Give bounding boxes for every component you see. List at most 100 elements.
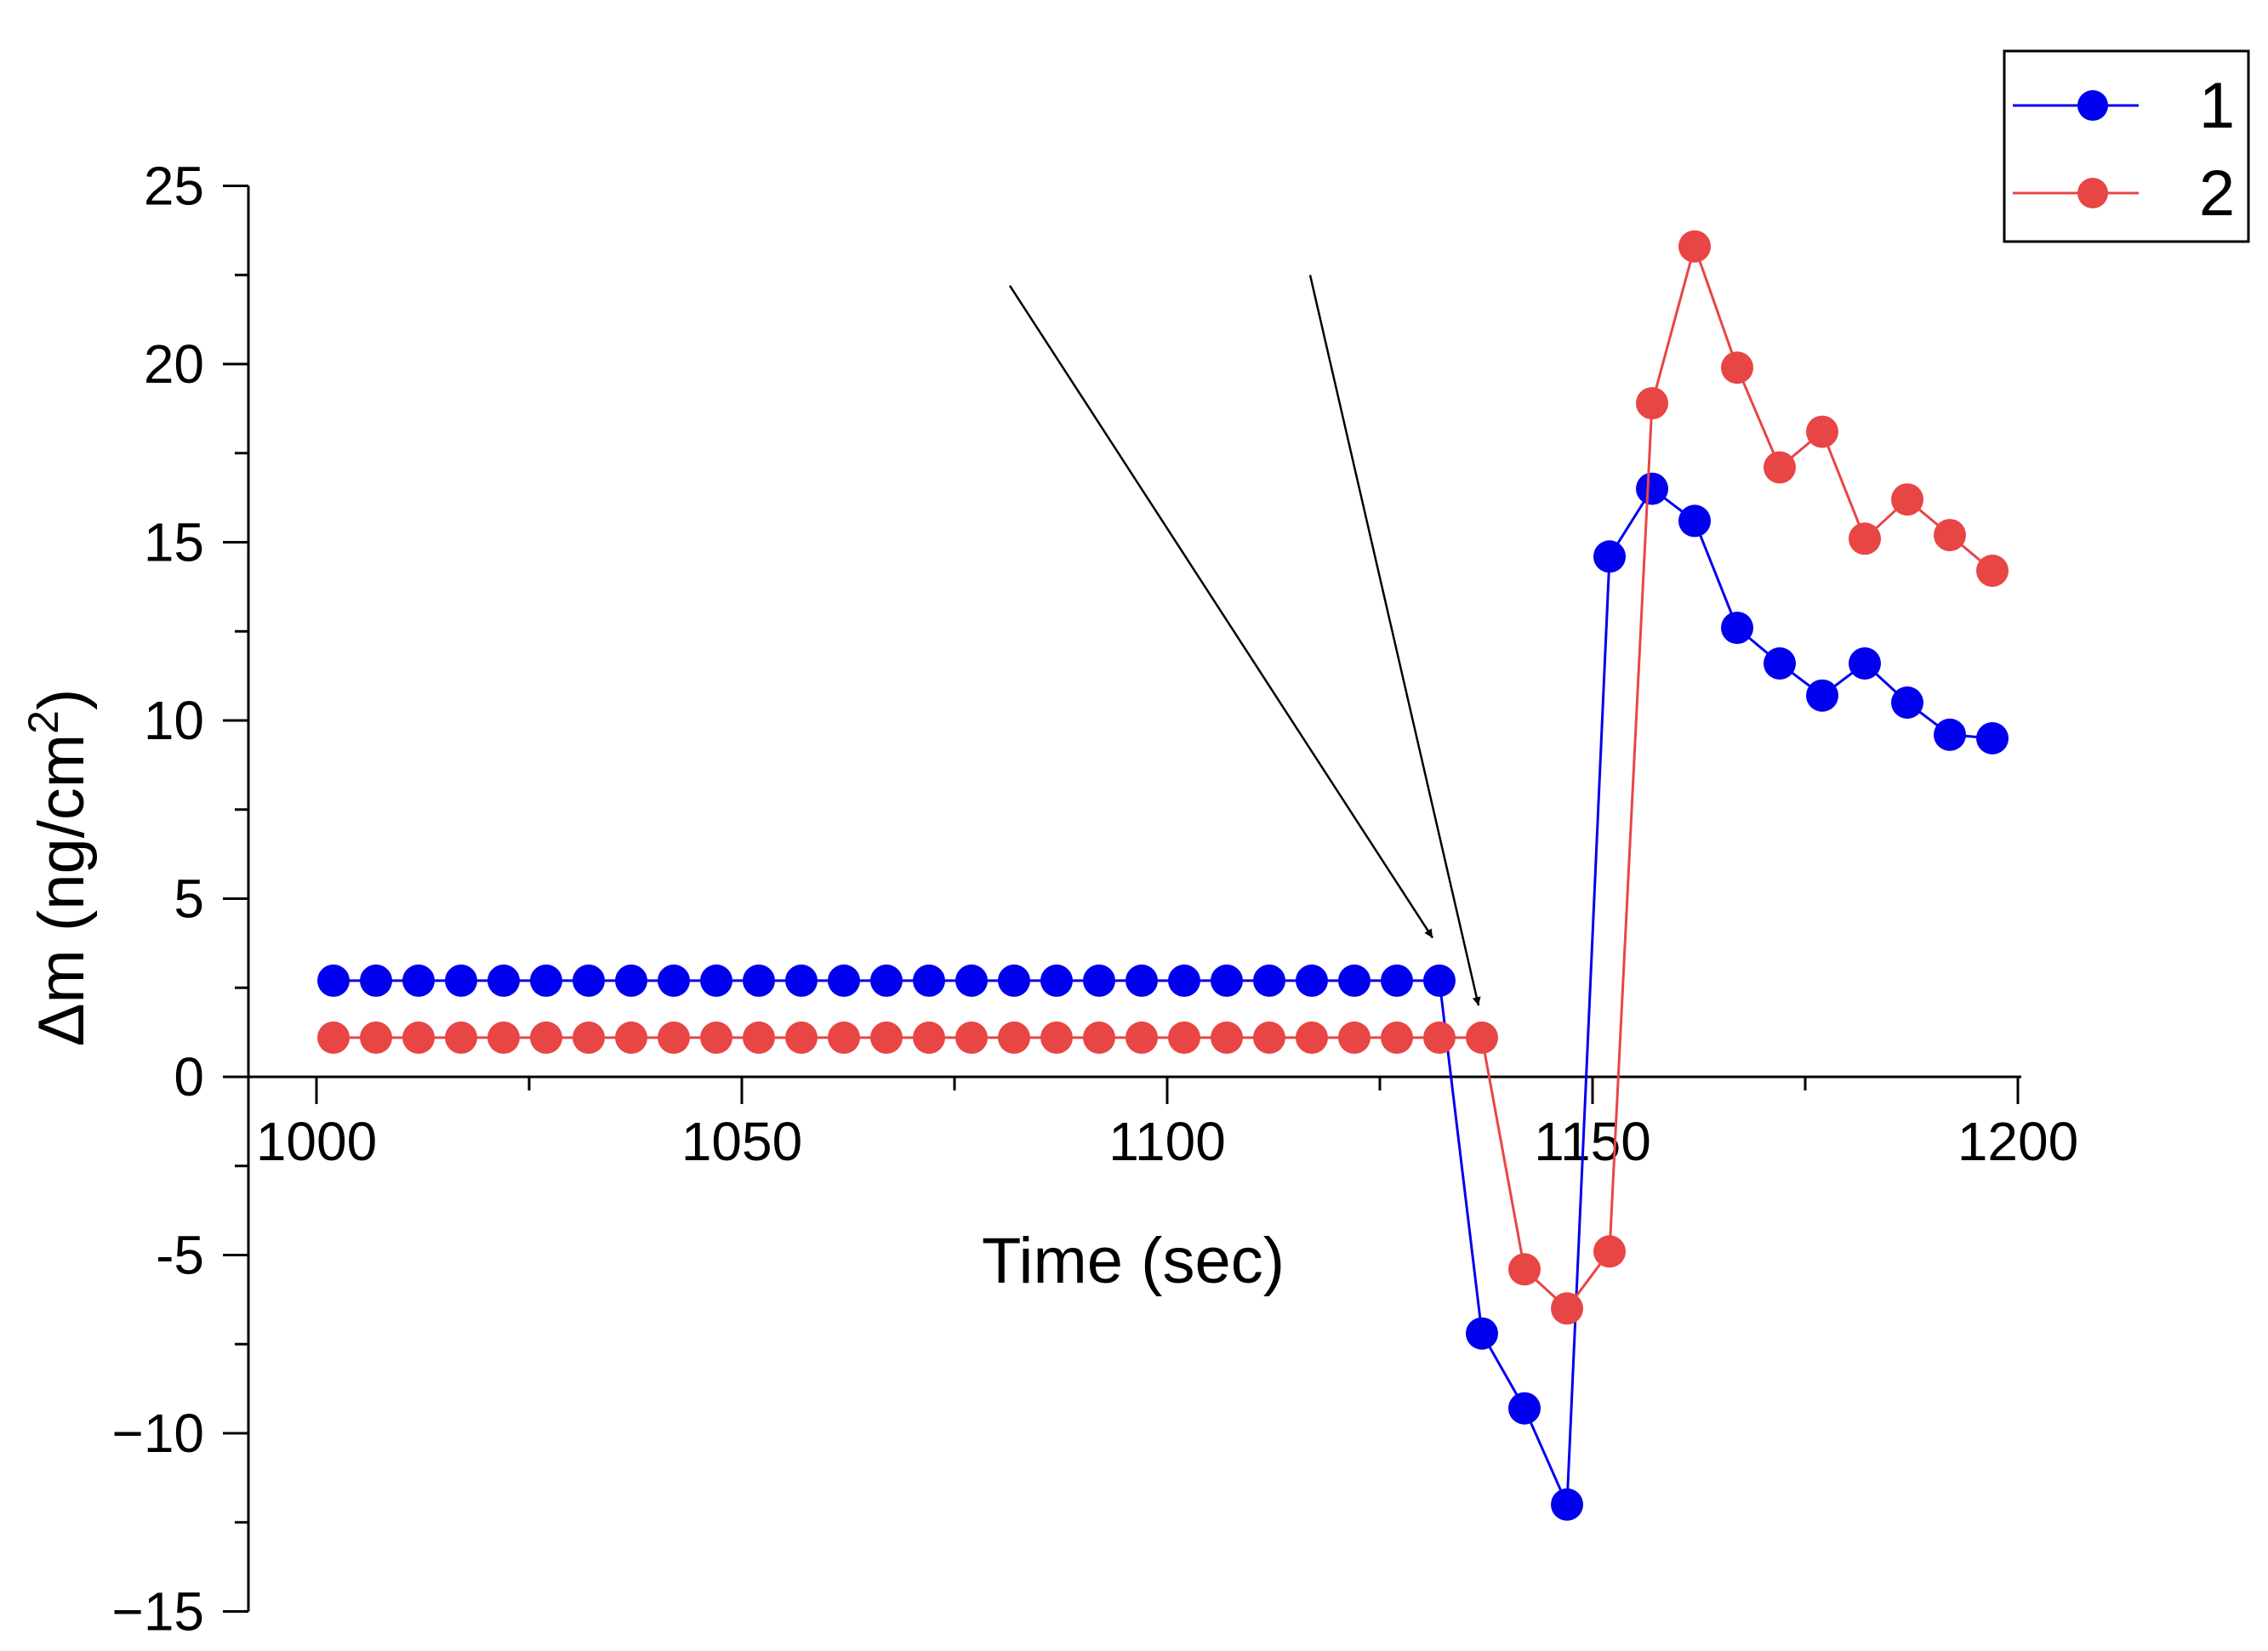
series-2-point — [1168, 1021, 1200, 1054]
legend-marker-series-1 — [2077, 90, 2108, 121]
axes — [247, 185, 2021, 1612]
series-2-point — [998, 1021, 1030, 1054]
series-1-point — [955, 964, 988, 997]
series-1 — [317, 472, 2009, 1521]
y-tick-label: 15 — [144, 512, 204, 573]
series-2-point — [615, 1021, 647, 1054]
x-tick-label: 1100 — [1108, 1111, 1226, 1172]
series-2-point — [530, 1021, 562, 1054]
series-2-point — [1423, 1021, 1456, 1054]
series-2-point — [360, 1021, 392, 1054]
series-1-point — [1593, 540, 1626, 573]
series-2-point — [1040, 1021, 1073, 1054]
series-2-point — [1338, 1021, 1370, 1054]
series-1-point — [1551, 1488, 1583, 1521]
series-2-point — [1764, 451, 1796, 484]
y-tick-label: −15 — [111, 1581, 204, 1642]
series-2-point — [1849, 522, 1881, 555]
series-group — [317, 230, 2009, 1521]
x-tick-label: 1200 — [1957, 1111, 2078, 1172]
series-2-point — [743, 1021, 775, 1054]
series-2-point — [1125, 1021, 1158, 1054]
series-1-point — [1764, 647, 1796, 680]
series-1-point — [1381, 964, 1413, 997]
x-tick-label: 1050 — [681, 1111, 802, 1172]
series-1-point — [1934, 718, 1966, 751]
series-2-line — [333, 242, 1993, 1311]
series-1-point — [1806, 679, 1838, 712]
x-tick-label: 1000 — [256, 1111, 377, 1172]
series-2-point — [1381, 1021, 1413, 1054]
series-1-point — [1211, 964, 1243, 997]
series-2-point — [1721, 351, 1753, 384]
annotation-arrow-2 — [1308, 275, 1481, 1006]
annotations — [1008, 275, 1481, 1006]
y-tick-label: 25 — [144, 156, 204, 217]
series-2-point — [1508, 1253, 1541, 1286]
series-1-point — [700, 964, 732, 997]
y-tick-label: 0 — [174, 1046, 204, 1107]
legend-marker-series-2 — [2077, 178, 2108, 208]
series-1-point — [913, 964, 945, 997]
series-1-point — [1040, 964, 1073, 997]
series-1-point — [1125, 964, 1158, 997]
series-2-point — [1593, 1235, 1626, 1268]
series-1-line — [333, 487, 1993, 1506]
series-1-point — [1083, 964, 1115, 997]
series-1-point — [1636, 472, 1668, 505]
series-2-point — [913, 1021, 945, 1054]
series-2-point — [785, 1021, 818, 1054]
series-1-point — [402, 964, 435, 997]
series-1-point — [658, 964, 690, 997]
series-2-point — [1678, 230, 1711, 263]
series-1-point — [743, 964, 775, 997]
series-2-point — [1211, 1021, 1243, 1054]
series-2-point — [658, 1021, 690, 1054]
legend-label-series-2: 2 — [2199, 157, 2235, 230]
series-2-point — [1083, 1021, 1115, 1054]
series-1-point — [530, 964, 562, 997]
series-2-point — [955, 1021, 988, 1054]
ticks: −15 −10 -5 0 5 10 15 20 25 1000 1050 1100 1150 1200 — [111, 156, 2078, 1642]
legend-label-series-1: 1 — [2199, 70, 2235, 142]
series-1-point — [1976, 722, 2009, 754]
series-1-point — [828, 964, 860, 997]
series-2-point — [1296, 1021, 1328, 1054]
series-1-point — [1678, 504, 1711, 538]
series-1-point — [1849, 647, 1881, 680]
y-tick-label: 10 — [144, 690, 204, 751]
legend: 1 2 — [2003, 49, 2250, 243]
series-1-point — [1296, 964, 1328, 997]
legend-box — [2003, 49, 2250, 243]
series-1-point — [615, 964, 647, 997]
annotation-arrow-1 — [1008, 285, 1434, 939]
series-2-point — [1976, 555, 2009, 587]
series-1-point — [998, 964, 1030, 997]
series-1-point — [360, 964, 392, 997]
series-1-point — [1891, 686, 1923, 719]
series-2-point — [1891, 483, 1923, 516]
series-1-point — [1423, 964, 1456, 997]
y-axis-title-main: Δm (ng/cm — [26, 734, 98, 1046]
series-1-point — [1721, 612, 1753, 645]
series-1-point — [1253, 964, 1285, 997]
series-2-point — [1806, 415, 1838, 448]
series-2-point — [1551, 1292, 1583, 1325]
y-tick-label: -5 — [156, 1225, 204, 1286]
series-1-point — [1338, 964, 1370, 997]
y-axis-title-close: ) — [26, 689, 98, 710]
series-2-point — [700, 1021, 732, 1054]
y-tick-label: 20 — [144, 333, 204, 395]
series-2-point — [487, 1021, 520, 1054]
series-1-point — [1508, 1392, 1541, 1425]
series-1-point — [1168, 964, 1200, 997]
series-1-point — [785, 964, 818, 997]
series-1-point — [870, 964, 903, 997]
series-2-point — [1934, 519, 1966, 552]
y-tick-label: 5 — [174, 868, 204, 930]
y-tick-label: −10 — [111, 1403, 204, 1464]
series-2-point — [1253, 1021, 1285, 1054]
series-2-point — [402, 1021, 435, 1054]
series-2-point — [573, 1021, 605, 1054]
